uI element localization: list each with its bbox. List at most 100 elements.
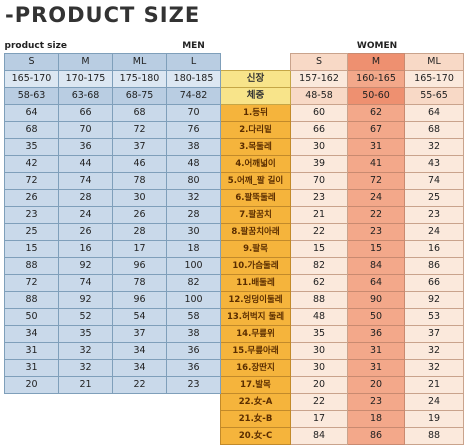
men-value-cell: 28	[166, 206, 222, 224]
men-value-cell: 52	[58, 308, 113, 326]
men-value-cell: 70	[58, 121, 113, 139]
men-value-cell: 82	[166, 274, 222, 292]
empty-cell	[166, 393, 221, 411]
men-value-cell: 34	[111, 359, 168, 377]
women-value-cell: 19	[404, 410, 465, 428]
men-value-cell: 31	[4, 342, 59, 360]
measurement-row: 68 70 72 76 2.다리밑 66 67 68	[4, 121, 465, 139]
measurement-row: 26 28 30 32 6.팔뚝둘레 23 24 25	[4, 189, 465, 207]
men-value-cell: 28	[58, 189, 113, 207]
measurement-label: 4.어깨넓이	[220, 155, 292, 173]
men-size-header: S	[4, 53, 59, 71]
women-value-cell: 32	[404, 138, 465, 156]
men-size-header: L	[166, 53, 222, 71]
women-value-cell: 66	[404, 274, 465, 292]
men-value-cell: 88	[4, 291, 59, 309]
men-value-cell: 44	[58, 155, 113, 173]
women-size-header: M	[347, 53, 406, 71]
women-value-cell: 43	[404, 155, 465, 173]
men-value-cell: 30	[166, 223, 222, 241]
men-value-cell: 70	[166, 104, 222, 122]
men-size-header: M	[58, 53, 113, 71]
men-value-cell: 26	[111, 206, 168, 224]
caption-product-size: product size	[4, 41, 67, 51]
men-height-cell: 165-170	[4, 70, 59, 88]
women-value-cell: 90	[347, 291, 406, 309]
measurement-label: 9.팔목	[220, 240, 292, 258]
measurement-label: 22.女-A	[220, 393, 292, 411]
measurement-row: 42 44 46 48 4.어깨넓이 39 41 43	[4, 155, 465, 173]
women-value-cell: 70	[290, 172, 349, 190]
women-value-cell: 62	[347, 104, 406, 122]
caption-spacer	[221, 40, 291, 54]
men-value-cell: 66	[58, 104, 113, 122]
men-height-cell: 175-180	[111, 70, 168, 88]
women-value-cell: 48	[290, 308, 349, 326]
women-value-cell: 84	[347, 257, 406, 275]
men-value-cell: 35	[58, 325, 113, 343]
women-height-cell: 157-162	[290, 70, 349, 88]
empty-cell	[4, 393, 59, 411]
men-value-cell: 32	[58, 359, 113, 377]
women-value-cell: 53	[404, 308, 465, 326]
women-value-cell: 31	[347, 138, 406, 156]
measurement-label: 5.어깨_팔 길이	[220, 172, 292, 190]
women-value-cell: 72	[347, 172, 406, 190]
page-title: -PRODUCT SIZE	[5, 3, 201, 27]
measurement-label: 15.무릎아래	[220, 342, 292, 360]
women-value-cell: 23	[290, 189, 349, 207]
men-value-cell: 20	[4, 376, 59, 394]
men-value-cell: 26	[4, 189, 59, 207]
men-value-cell: 28	[111, 223, 168, 241]
women-value-cell: 16	[404, 240, 465, 258]
men-value-cell: 24	[58, 206, 113, 224]
men-value-cell: 32	[166, 189, 222, 207]
women-value-cell: 24	[404, 223, 465, 241]
women-value-cell: 31	[347, 359, 406, 377]
measurement-label: 3.목둘레	[220, 138, 292, 156]
women-value-cell: 21	[290, 206, 349, 224]
men-value-cell: 100	[166, 291, 222, 309]
women-value-cell: 18	[347, 410, 406, 428]
men-value-cell: 96	[111, 257, 168, 275]
women-value-cell: 15	[290, 240, 349, 258]
empty-cell	[4, 410, 59, 428]
men-value-cell: 54	[111, 308, 168, 326]
men-value-cell: 23	[4, 206, 59, 224]
men-value-cell: 34	[111, 342, 168, 360]
weight-row: 58-63 63-68 68-75 74-82 체중 48-58 50-60 55-65	[4, 87, 465, 105]
women-value-cell: 24	[347, 189, 406, 207]
women-value-cell: 82	[290, 257, 349, 275]
women-value-cell: 21	[404, 376, 465, 394]
women-size-header: S	[290, 53, 349, 71]
women-value-cell: 92	[404, 291, 465, 309]
women-height-cell: 160-165	[347, 70, 406, 88]
men-value-cell: 68	[4, 121, 59, 139]
measurement-label: 11.배둘레	[220, 274, 292, 292]
men-value-cell: 72	[4, 274, 59, 292]
empty-cell	[112, 393, 167, 411]
label-header-blank	[220, 53, 291, 71]
women-value-cell: 22	[290, 393, 349, 411]
measurement-row: 31 32 34 36 15.무릎아래 30 31 32	[4, 342, 465, 360]
women-value-cell: 88	[290, 291, 349, 309]
empty-cell	[166, 427, 221, 445]
measurement-row: 64 66 68 70 1.등뒤 60 62 64	[4, 104, 465, 122]
women-value-cell: 84	[290, 427, 349, 445]
empty-cell	[58, 427, 113, 445]
empty-cell	[4, 427, 59, 445]
men-value-cell: 22	[111, 376, 168, 394]
measurement-label: 17.발목	[220, 376, 292, 394]
men-value-cell: 32	[58, 342, 113, 360]
women-value-cell: 36	[347, 325, 406, 343]
men-value-cell: 37	[111, 138, 168, 156]
men-size-header: ML	[111, 53, 168, 71]
men-value-cell: 46	[111, 155, 168, 173]
women-value-cell: 24	[404, 393, 465, 411]
men-weight-cell: 74-82	[166, 87, 222, 105]
men-value-cell: 96	[111, 291, 168, 309]
men-value-cell: 68	[111, 104, 168, 122]
men-value-cell: 58	[166, 308, 222, 326]
women-value-cell: 30	[290, 138, 349, 156]
women-value-cell: 41	[347, 155, 406, 173]
